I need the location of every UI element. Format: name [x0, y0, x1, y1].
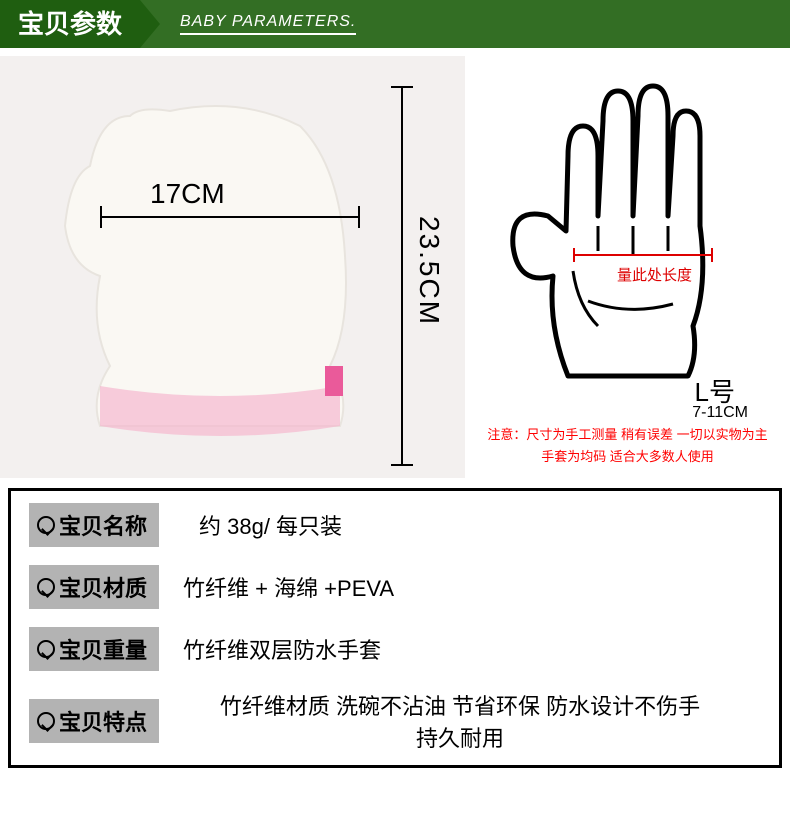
size-range: 7-11CM — [692, 404, 748, 422]
hand-outline-icon — [498, 66, 758, 386]
spec-label-text: 宝贝特点 — [59, 705, 147, 737]
height-dimension-label: 23.5CM — [413, 216, 445, 326]
mitten-illustration — [40, 86, 380, 466]
header-title-en: BABY PARAMETERS. — [180, 13, 356, 35]
spec-value: 竹纤维双层防水手套 — [183, 633, 761, 665]
note-line-2: 手套为均码 适合大多数人使用 — [465, 446, 790, 468]
bullet-icon — [37, 578, 55, 596]
product-image-panel: 17CM 23.5CM — [0, 56, 465, 478]
spec-row: 宝贝特点 竹纤维材质 洗碗不沾油 节省环保 防水设计不伤手持久耐用 — [29, 689, 761, 753]
spec-row: 宝贝名称 约 38g/ 每只装 — [29, 503, 761, 547]
bullet-icon — [37, 640, 55, 658]
measure-line — [573, 254, 713, 256]
width-dimension-line — [100, 216, 360, 218]
spec-label: 宝贝名称 — [29, 503, 159, 547]
section-header: 宝贝参数 BABY PARAMETERS. — [0, 0, 790, 48]
spec-table: 宝贝名称 约 38g/ 每只装 宝贝材质 竹纤维 + 海绵 +PEVA 宝贝重量… — [8, 488, 782, 768]
bullet-icon — [37, 712, 55, 730]
spec-label: 宝贝重量 — [29, 627, 159, 671]
header-title-cn: 宝贝参数 — [0, 0, 140, 48]
measure-label: 量此处长度 — [617, 264, 692, 285]
spec-label: 宝贝特点 — [29, 699, 159, 743]
bullet-icon — [37, 516, 55, 534]
spec-row: 宝贝材质 竹纤维 + 海绵 +PEVA — [29, 565, 761, 609]
notes-block: 注意：尺寸为手工测量 稍有误差 一切以实物为主 手套为均码 适合大多数人使用 — [465, 424, 790, 468]
spec-label: 宝贝材质 — [29, 565, 159, 609]
note-line-1: 注意：尺寸为手工测量 稍有误差 一切以实物为主 — [465, 424, 790, 446]
spec-row: 宝贝重量 竹纤维双层防水手套 — [29, 627, 761, 671]
spec-label-text: 宝贝名称 — [59, 509, 147, 541]
spec-value: 竹纤维 + 海绵 +PEVA — [183, 571, 761, 603]
spec-label-text: 宝贝材质 — [59, 571, 147, 603]
spec-value: 约 38g/ 每只装 — [199, 509, 761, 541]
spec-value: 竹纤维材质 洗碗不沾油 节省环保 防水设计不伤手持久耐用 — [159, 689, 761, 753]
height-dimension-line — [401, 86, 403, 466]
hand-size-panel: 量此处长度 L号 7-11CM 注意：尺寸为手工测量 稍有误差 一切以实物为主 … — [465, 56, 790, 478]
images-row: 17CM 23.5CM 量此处长度 L号 7-11CM 注意：尺寸为手工测量 稍… — [0, 48, 790, 478]
width-dimension-label: 17CM — [150, 178, 225, 210]
spec-label-text: 宝贝重量 — [59, 633, 147, 665]
